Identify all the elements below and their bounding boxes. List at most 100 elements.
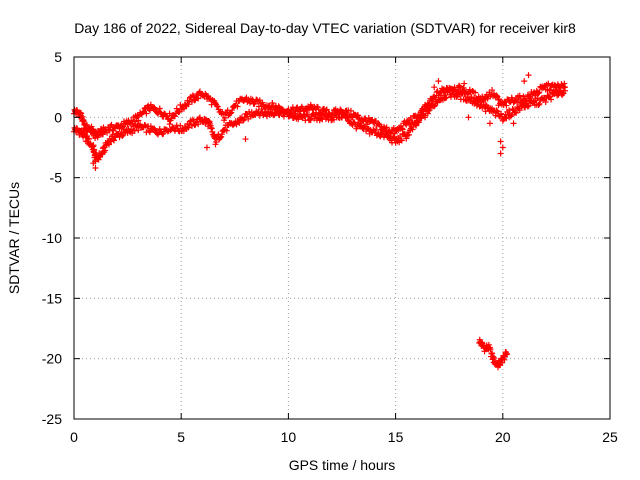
data-point <box>104 124 111 131</box>
y-axis-label: SDTVAR / TECUs <box>6 182 22 294</box>
data-point <box>431 84 438 91</box>
data-point <box>227 110 234 117</box>
data-point <box>143 110 150 117</box>
data-point <box>326 112 333 119</box>
data-point <box>422 114 429 121</box>
data-point <box>116 125 123 132</box>
data-point <box>504 350 511 357</box>
data-point <box>525 72 532 79</box>
data-point <box>166 121 173 128</box>
data-point <box>521 78 528 85</box>
data-point <box>145 102 152 109</box>
data-point <box>189 92 196 99</box>
data-point <box>163 112 170 119</box>
data-point <box>510 120 517 127</box>
data-point <box>509 106 516 113</box>
data-point <box>119 132 126 139</box>
data-point <box>406 131 412 138</box>
data-point <box>497 138 504 145</box>
data-point <box>497 150 504 157</box>
data-point <box>307 117 314 124</box>
y-tick-label: -15 <box>42 290 62 306</box>
data-point <box>221 114 228 121</box>
tick-layer: 0 5 10 15 20 25 -25 -20 -15 -10 -5 0 5 <box>42 49 618 445</box>
x-tick-label: 10 <box>281 429 297 445</box>
data-point <box>383 124 390 131</box>
data-point <box>431 103 438 110</box>
data-point <box>536 89 543 96</box>
data-point <box>493 92 500 99</box>
data-point <box>318 115 325 122</box>
data-point <box>258 106 265 113</box>
data-point <box>548 96 555 103</box>
data-point <box>456 82 463 89</box>
data-point <box>171 113 178 120</box>
x-tick-label: 0 <box>70 429 78 445</box>
data-point <box>495 102 502 109</box>
data-point <box>525 102 532 109</box>
data-point <box>391 130 398 137</box>
data-point <box>180 105 187 112</box>
x-axis-label: GPS time / hours <box>289 457 396 473</box>
data-point <box>486 120 493 127</box>
data-point <box>213 103 220 110</box>
data-point <box>561 87 568 94</box>
data-point <box>403 135 410 142</box>
data-point <box>86 135 93 142</box>
data-point <box>102 147 109 154</box>
data-point <box>506 114 513 121</box>
data-point <box>516 107 523 114</box>
data-point <box>160 130 167 137</box>
data-point <box>276 112 283 119</box>
y-tick-label: 5 <box>54 49 62 65</box>
data-point <box>503 115 510 122</box>
data-point <box>465 114 472 121</box>
data-point <box>372 127 379 134</box>
data-point <box>156 105 163 112</box>
data-point <box>493 107 500 114</box>
x-tick-label: 25 <box>602 429 618 445</box>
data-point <box>131 127 138 134</box>
data-point <box>327 113 334 120</box>
data-point <box>413 122 420 129</box>
y-tick-label: -20 <box>42 351 62 367</box>
y-tick-label: -25 <box>42 411 62 427</box>
data-point <box>344 114 351 121</box>
series-outlier-spikes <box>90 72 532 172</box>
data-point <box>151 125 158 132</box>
data-point <box>435 78 442 85</box>
data-point <box>503 102 510 109</box>
data-point <box>547 93 554 100</box>
data-point <box>535 90 542 97</box>
x-tick-label: 5 <box>177 429 185 445</box>
data-point <box>242 136 249 143</box>
data-point <box>185 124 192 131</box>
data-point <box>135 117 142 124</box>
data-point <box>536 100 543 107</box>
y-tick-label: -10 <box>42 230 62 246</box>
data-point <box>90 160 97 167</box>
data-point <box>512 109 519 116</box>
data-point <box>218 131 225 138</box>
data-point <box>234 103 241 110</box>
data-point <box>239 117 246 124</box>
data-point <box>195 95 202 102</box>
data-point <box>106 141 113 148</box>
data-point <box>398 137 405 144</box>
data-point <box>223 127 230 134</box>
data-point <box>116 134 123 141</box>
data-point <box>489 350 496 357</box>
data-point <box>300 111 307 118</box>
data-point <box>120 131 127 138</box>
x-tick-label: 20 <box>495 429 511 445</box>
data-point <box>190 93 197 100</box>
data-point <box>490 353 497 360</box>
data-point <box>461 90 468 97</box>
data-point <box>83 121 90 128</box>
data-point <box>203 144 210 151</box>
data-point <box>217 134 224 141</box>
data-point <box>460 84 467 91</box>
data-point <box>99 131 106 138</box>
data-point <box>409 126 416 133</box>
